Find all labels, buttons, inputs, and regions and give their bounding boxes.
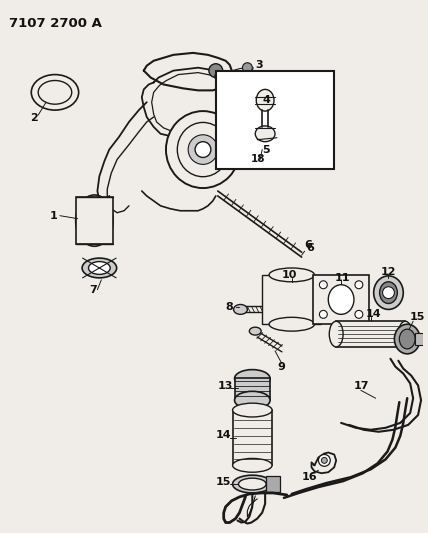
Ellipse shape: [269, 317, 315, 331]
Text: 7: 7: [89, 285, 97, 295]
Ellipse shape: [269, 275, 315, 324]
Ellipse shape: [329, 321, 343, 347]
Ellipse shape: [380, 282, 397, 303]
Bar: [336, 321, 405, 347]
Ellipse shape: [232, 475, 272, 493]
Ellipse shape: [177, 123, 229, 177]
Circle shape: [318, 455, 330, 466]
Text: 15: 15: [216, 477, 231, 487]
Text: 18: 18: [250, 155, 265, 165]
Ellipse shape: [166, 111, 240, 188]
Ellipse shape: [234, 304, 247, 314]
Bar: [235, 378, 270, 400]
Bar: [76, 197, 113, 244]
Text: 4: 4: [262, 95, 270, 105]
Circle shape: [82, 208, 107, 233]
Circle shape: [355, 310, 363, 318]
Ellipse shape: [235, 369, 270, 387]
Text: 3: 3: [255, 60, 263, 70]
Circle shape: [89, 216, 99, 225]
Circle shape: [383, 287, 394, 298]
Text: 9: 9: [277, 362, 285, 372]
Ellipse shape: [238, 478, 266, 490]
Circle shape: [355, 281, 363, 289]
Ellipse shape: [232, 458, 272, 472]
Ellipse shape: [399, 329, 415, 349]
Ellipse shape: [82, 258, 117, 278]
Ellipse shape: [80, 202, 108, 239]
Ellipse shape: [232, 403, 272, 417]
Ellipse shape: [394, 324, 420, 354]
Text: 14: 14: [216, 430, 232, 440]
Text: 16: 16: [302, 472, 317, 482]
Ellipse shape: [38, 80, 72, 104]
Ellipse shape: [276, 282, 308, 317]
Text: 5: 5: [262, 144, 270, 155]
Text: 12: 12: [380, 267, 396, 277]
Text: 7107 2700 A: 7107 2700 A: [9, 18, 101, 30]
Text: 6: 6: [306, 243, 315, 253]
Ellipse shape: [398, 321, 412, 347]
Ellipse shape: [269, 268, 315, 282]
Ellipse shape: [188, 135, 218, 164]
Bar: [262, 275, 321, 324]
Circle shape: [319, 310, 327, 318]
Text: 13: 13: [218, 382, 233, 391]
Text: 1: 1: [50, 211, 58, 221]
Circle shape: [321, 457, 327, 463]
Circle shape: [209, 64, 223, 77]
Circle shape: [195, 142, 211, 157]
Text: 8: 8: [226, 302, 233, 312]
Circle shape: [319, 281, 327, 289]
Bar: [415, 333, 427, 345]
Text: 14: 14: [366, 309, 381, 319]
Text: 10: 10: [282, 270, 297, 280]
Circle shape: [215, 71, 225, 82]
Ellipse shape: [76, 195, 113, 246]
Circle shape: [242, 63, 253, 72]
Text: 2: 2: [30, 113, 38, 123]
Ellipse shape: [89, 262, 110, 274]
Text: 17: 17: [354, 382, 369, 391]
Ellipse shape: [256, 90, 274, 111]
Ellipse shape: [328, 285, 354, 314]
Ellipse shape: [374, 276, 403, 310]
Bar: [216, 71, 334, 169]
Ellipse shape: [235, 391, 270, 409]
Bar: [266, 476, 280, 492]
Ellipse shape: [31, 75, 79, 110]
Text: 6: 6: [305, 240, 312, 251]
Text: 15: 15: [410, 312, 425, 322]
Bar: [232, 410, 272, 465]
Bar: [313, 275, 369, 324]
Ellipse shape: [250, 327, 261, 335]
Ellipse shape: [255, 126, 275, 142]
Text: 11: 11: [334, 273, 350, 283]
